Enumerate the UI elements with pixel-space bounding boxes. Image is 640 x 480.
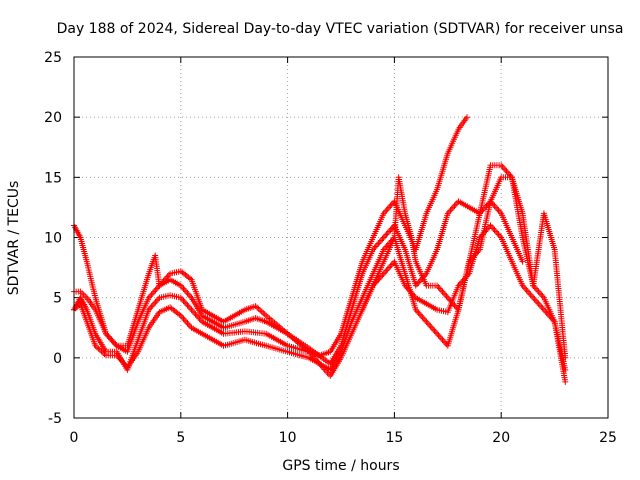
- y-tick-label: -5: [48, 411, 62, 427]
- y-tick-label: 5: [53, 291, 62, 307]
- x-tick-label: 5: [176, 430, 185, 446]
- x-tick-label: 15: [385, 430, 403, 446]
- x-tick-label: 20: [492, 430, 510, 446]
- x-tick-label: 10: [279, 430, 297, 446]
- x-tick-label: 25: [599, 430, 617, 446]
- plot-frame: [73, 56, 609, 419]
- x-tick-label: 0: [70, 430, 79, 446]
- x-axis-label: GPS time / hours: [282, 458, 399, 474]
- y-axis-label: SDTVAR / TECUs: [6, 181, 22, 296]
- y-tick-label: 20: [44, 110, 62, 126]
- y-tick-label: 0: [53, 351, 62, 367]
- y-tick-label: 10: [44, 231, 62, 247]
- y-tick-label: 15: [44, 170, 62, 186]
- chart-title: Day 188 of 2024, Sidereal Day-to-day VTE…: [57, 21, 624, 37]
- series-track-5: [359, 174, 569, 361]
- grid-lines: [74, 57, 608, 418]
- series-markers: [359, 174, 569, 361]
- y-tick-label: 25: [44, 50, 62, 66]
- tick-labels: 0 5 10 15 20 25 -5 0 5 10 15 20 25: [44, 50, 617, 446]
